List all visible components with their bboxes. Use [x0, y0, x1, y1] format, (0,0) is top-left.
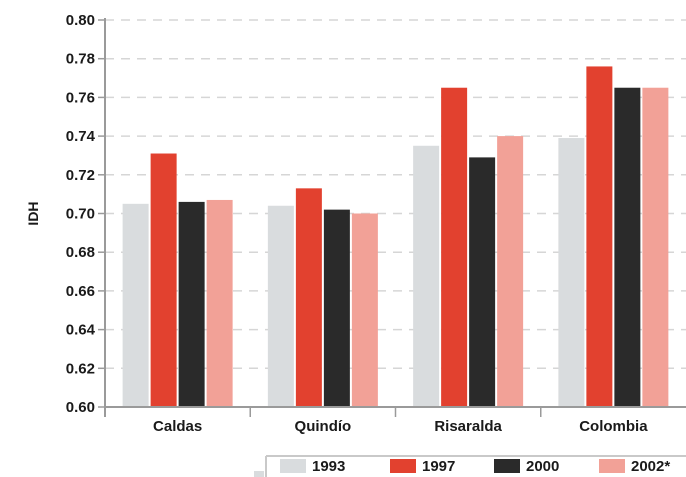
legend-swatch	[280, 459, 306, 473]
bar-risaralda-1997	[441, 87, 468, 407]
x-category-label: Quindío	[295, 418, 352, 435]
y-tick-label: 0.80	[66, 12, 95, 29]
y-tick-label: 0.62	[66, 360, 95, 377]
y-tick-label: 0.68	[66, 244, 95, 261]
legend-swatch	[390, 459, 416, 473]
y-tick-label: 0.70	[66, 206, 95, 223]
y-tick-label: 0.74	[66, 128, 96, 145]
bar-quindo-1997	[295, 188, 322, 407]
legend-label: 1997	[422, 458, 455, 475]
legend-swatch	[494, 459, 520, 473]
legend-label: 2002*	[631, 458, 670, 475]
x-category-label: Caldas	[153, 418, 202, 435]
y-tick-label: 0.66	[66, 283, 95, 300]
legend: 1993 1997 2000 2002*	[254, 455, 686, 477]
bar-caldas-1993	[122, 203, 149, 407]
bar-colombia-2000	[614, 87, 641, 407]
bar-colombia-1997	[586, 66, 613, 407]
y-tick-label: 0.60	[66, 399, 95, 416]
bar-risaralda-2002	[497, 136, 524, 407]
y-axis-title: IDH	[25, 201, 41, 225]
bar-caldas-2002	[206, 199, 233, 407]
x-category-label: Colombia	[579, 418, 648, 435]
bar-quindo-2002	[351, 213, 378, 407]
legend-swatch	[599, 459, 625, 473]
bar-caldas-2000	[178, 201, 205, 407]
y-tick-label: 0.76	[66, 89, 95, 106]
bar-caldas-1997	[150, 153, 177, 407]
bars	[122, 66, 669, 407]
bar-colombia-1993	[558, 138, 585, 407]
bar-quindo-1993	[267, 205, 294, 407]
labels: 0.60 0.62 0.64 0.66 0.68 0.70 0.72 0.74 0.76 0.78…	[25, 12, 648, 435]
axes	[98, 18, 686, 417]
legend-label: 2000	[526, 458, 559, 475]
y-tick-label: 0.64	[66, 322, 96, 339]
y-tick-label: 0.78	[66, 51, 95, 68]
bar-colombia-2002	[642, 87, 669, 407]
bar-risaralda-1993	[413, 145, 440, 407]
bar-risaralda-2000	[469, 157, 496, 407]
legend-label: 1993	[312, 458, 345, 475]
legend-corner-mark	[254, 471, 264, 477]
x-category-label: Risaralda	[434, 418, 502, 435]
bar-quindo-2000	[323, 209, 350, 407]
y-tick-label: 0.72	[66, 167, 95, 184]
